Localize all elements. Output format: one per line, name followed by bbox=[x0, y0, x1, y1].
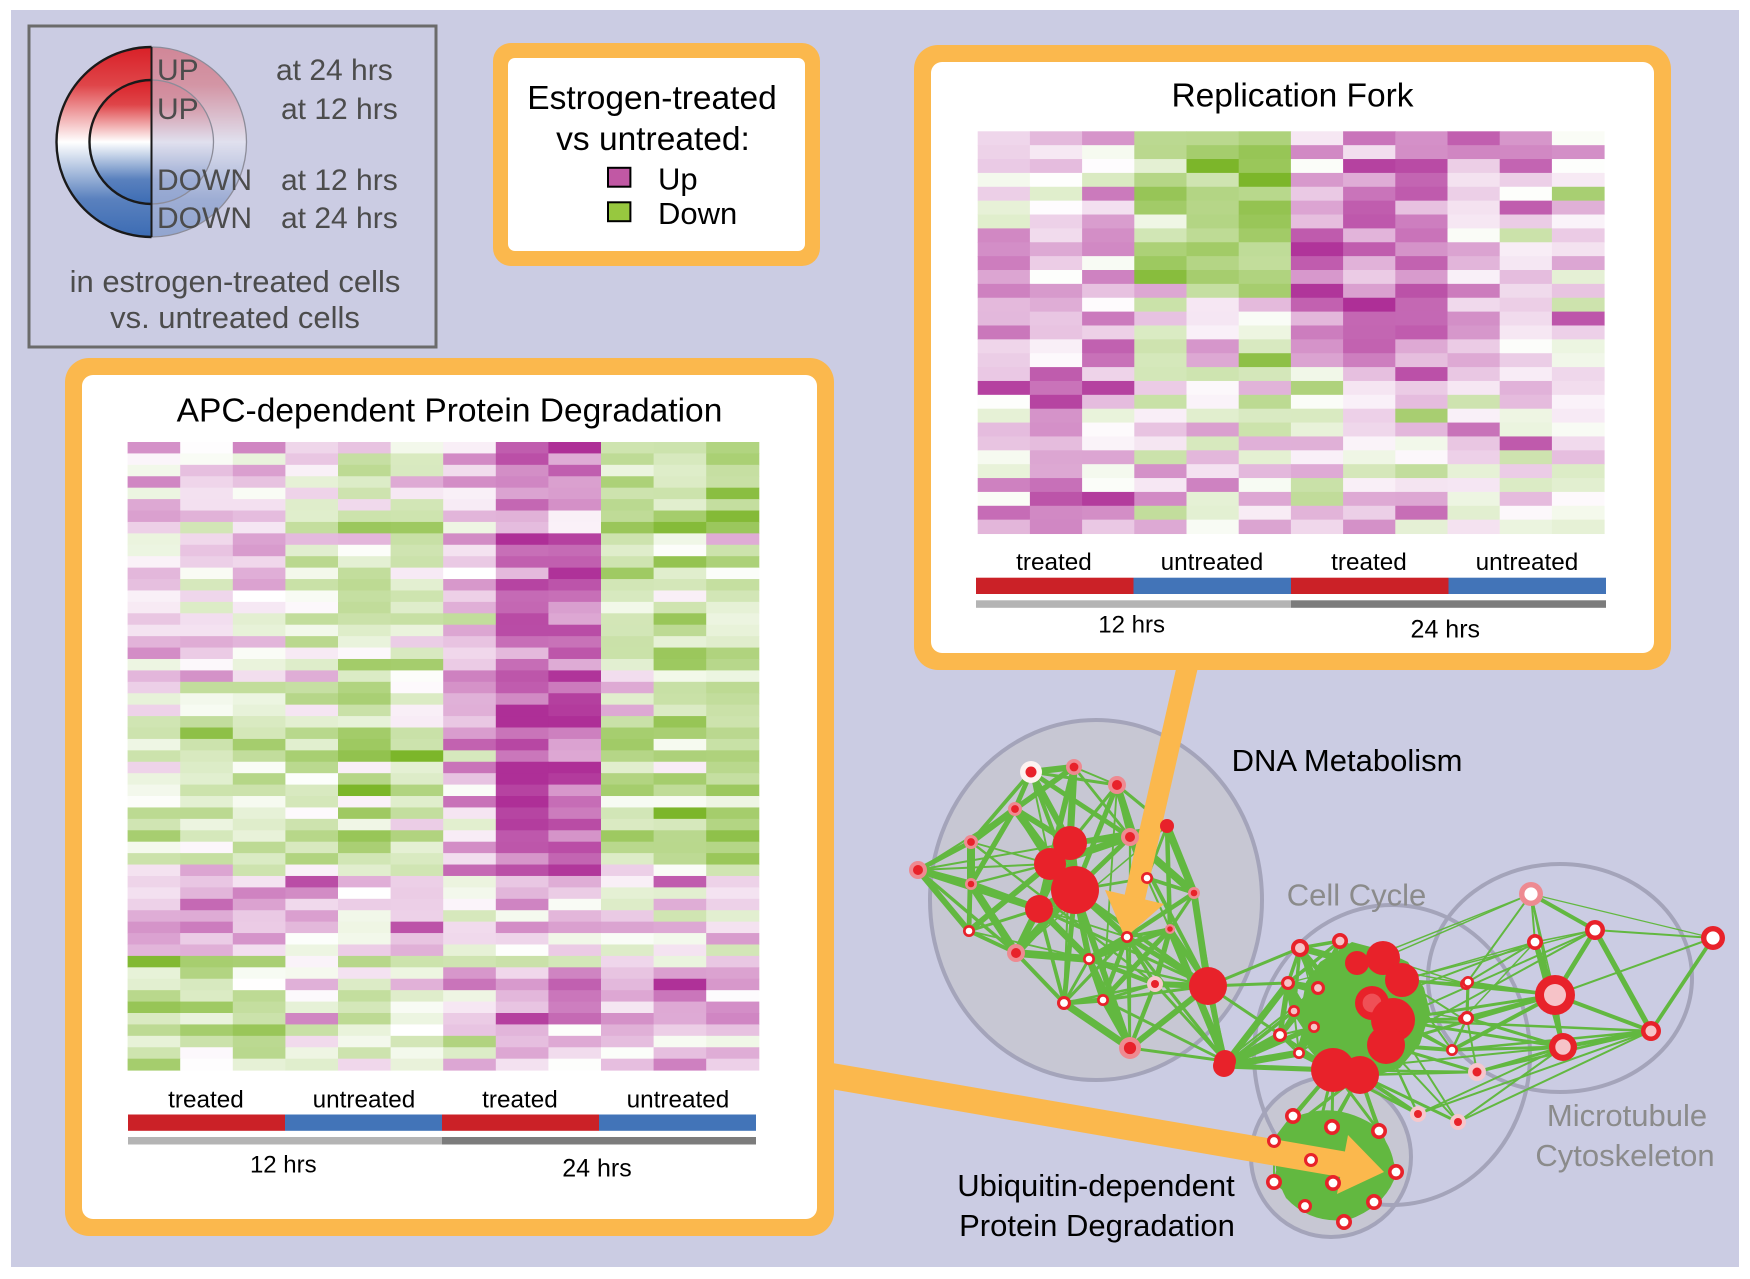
svg-text:vs untreated:: vs untreated: bbox=[556, 121, 750, 158]
svg-text:Estrogen-treated: Estrogen-treated bbox=[527, 80, 777, 117]
svg-text:untreated: untreated bbox=[1476, 549, 1579, 576]
svg-text:untreated: untreated bbox=[1161, 549, 1264, 576]
svg-text:Microtubule: Microtubule bbox=[1547, 1098, 1707, 1133]
svg-text:Ubiquitin-dependent: Ubiquitin-dependent bbox=[957, 1168, 1235, 1203]
svg-text:at 24 hrs: at 24 hrs bbox=[276, 54, 393, 87]
svg-text:at 12 hrs: at 12 hrs bbox=[281, 93, 398, 126]
svg-text:untreated: untreated bbox=[627, 1087, 730, 1114]
svg-text:Down: Down bbox=[658, 196, 737, 231]
svg-text:treated: treated bbox=[1016, 549, 1092, 576]
svg-text:APC-dependent Protein Degradat: APC-dependent Protein Degradation bbox=[177, 393, 723, 430]
svg-text:at 12 hrs: at 12 hrs bbox=[281, 164, 398, 197]
svg-text:12 hrs: 12 hrs bbox=[250, 1151, 317, 1178]
svg-text:Protein Degradation: Protein Degradation bbox=[959, 1208, 1235, 1243]
svg-text:UP: UP bbox=[157, 93, 199, 126]
svg-text:DOWN: DOWN bbox=[157, 164, 252, 197]
svg-text:DOWN: DOWN bbox=[157, 202, 252, 235]
svg-text:24 hrs: 24 hrs bbox=[1411, 616, 1480, 644]
svg-text:at 24 hrs: at 24 hrs bbox=[281, 202, 398, 235]
svg-text:DNA Metabolism: DNA Metabolism bbox=[1232, 743, 1463, 778]
svg-text:12 hrs: 12 hrs bbox=[1098, 612, 1165, 639]
svg-text:untreated: untreated bbox=[313, 1087, 416, 1114]
svg-text:treated: treated bbox=[168, 1087, 244, 1114]
svg-text:Cytoskeleton: Cytoskeleton bbox=[1535, 1138, 1714, 1173]
svg-text:in estrogen-treated cells: in estrogen-treated cells bbox=[70, 264, 401, 299]
svg-text:Cell Cycle: Cell Cycle bbox=[1287, 877, 1427, 912]
svg-text:UP: UP bbox=[157, 54, 199, 87]
svg-text:24 hrs: 24 hrs bbox=[562, 1155, 631, 1183]
svg-text:treated: treated bbox=[1331, 549, 1407, 576]
svg-text:vs. untreated cells: vs. untreated cells bbox=[110, 300, 360, 335]
svg-text:treated: treated bbox=[482, 1087, 558, 1114]
svg-text:Up: Up bbox=[658, 162, 698, 197]
svg-text:Replication Fork: Replication Fork bbox=[1171, 78, 1413, 115]
